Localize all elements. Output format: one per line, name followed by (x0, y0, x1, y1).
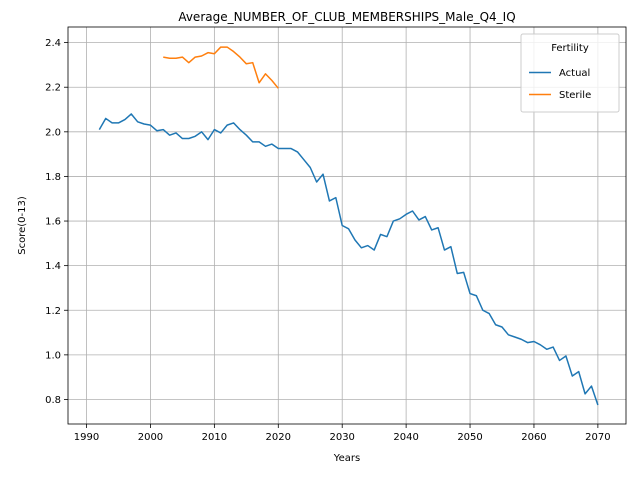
x-tick-label: 2070 (585, 432, 610, 443)
y-tick-label: 2.0 (45, 127, 61, 138)
x-tick-label: 2000 (138, 432, 163, 443)
y-tick-label: 1.2 (45, 306, 61, 317)
y-tick-label: 1.4 (45, 261, 61, 272)
legend-label-actual: Actual (559, 68, 590, 79)
x-tick-label: 2060 (521, 432, 546, 443)
y-tick-label: 1.8 (45, 172, 61, 183)
x-axis-title: Years (333, 453, 360, 464)
x-tick-label: 2050 (457, 432, 482, 443)
y-tick-label: 1.6 (45, 217, 61, 228)
x-tick-label: 1990 (74, 432, 99, 443)
chart-title: Average_NUMBER_OF_CLUB_MEMBERSHIPS_Male_… (178, 10, 515, 24)
x-tick-label: 2040 (393, 432, 418, 443)
y-tick-label: 0.8 (45, 395, 61, 406)
x-tick-label: 2030 (329, 432, 354, 443)
y-axis-title: Score(0-13) (17, 196, 28, 255)
x-tick-label: 2020 (266, 432, 291, 443)
legend-label-sterile: Sterile (559, 90, 591, 101)
y-tick-label: 2.4 (45, 38, 61, 49)
legend: Fertility Actual Sterile (521, 34, 619, 112)
legend-title: Fertility (551, 43, 589, 54)
x-tick-label: 2010 (202, 432, 227, 443)
y-tick-label: 1.0 (45, 350, 61, 361)
y-tick-label: 2.2 (45, 83, 61, 94)
